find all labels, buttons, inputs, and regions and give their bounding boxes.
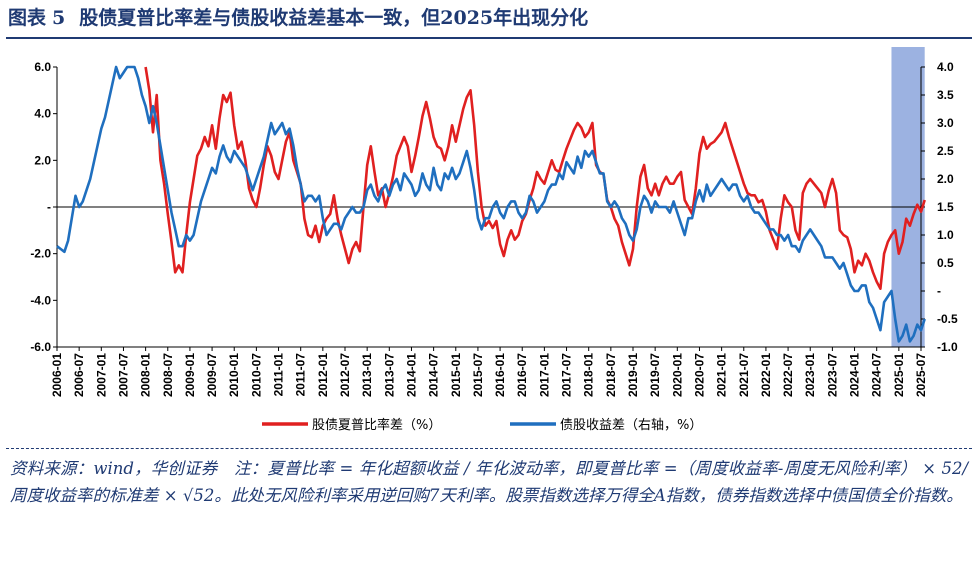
- right-tick-label: -0.5: [937, 312, 958, 326]
- chart-svg: 6.0 4.0 2.0 - -2.0 -4.0 -6.0 4.0 3.5 3.0 2.5 2.0 1.5…: [30, 47, 958, 433]
- x-tick-label: 2007-07: [116, 353, 130, 397]
- x-tick-label: 2025-01: [892, 353, 906, 397]
- x-tick-label: 2023-07: [825, 353, 839, 397]
- right-tick-label: 4.0: [937, 60, 954, 74]
- x-tick-label: 2016-07: [515, 353, 529, 397]
- x-tick-label: 2012-01: [316, 353, 330, 397]
- right-tick-label: 3.0: [937, 116, 954, 130]
- x-tick-label: 2016-01: [493, 353, 507, 397]
- x-tick-label: 2022-07: [781, 353, 795, 397]
- x-tick-label: 2019-01: [626, 353, 640, 397]
- right-tick-label: 1.0: [937, 228, 954, 242]
- x-tick-layer: 2006-01 2006-07 2007-01 2007-07 2008-01 2008-…: [50, 347, 928, 397]
- x-tick-label: 2009-01: [183, 353, 197, 397]
- x-tick-label: 2013-01: [360, 353, 374, 397]
- figure-title: 图表 5 股债夏普比率差与债股收益差基本一致，但2025年出现分化: [8, 4, 588, 32]
- x-tick-label: 2011-07: [294, 353, 308, 397]
- x-tick-label: 2006-07: [72, 353, 86, 397]
- left-tick-label: 2.0: [34, 153, 51, 167]
- legend-label-sharpe-diff: 股债夏普比率差（%）: [312, 417, 441, 433]
- x-tick-label: 2007-01: [94, 353, 108, 397]
- left-tick-label: 6.0: [34, 60, 51, 74]
- series-line-yield-diff: [56, 65, 926, 343]
- x-tick-label: 2025-07: [914, 353, 928, 397]
- x-tick-label: 2017-07: [560, 353, 574, 397]
- x-tick-label: 2008-01: [139, 353, 153, 397]
- left-tick-label: -2.0: [30, 247, 51, 261]
- x-tick-label: 2021-01: [715, 353, 729, 397]
- x-tick-label: 2020-01: [670, 353, 684, 397]
- right-tick-label: 3.5: [937, 88, 954, 102]
- x-tick-label: 2010-01: [227, 353, 241, 397]
- figure-title-text: 股债夏普比率差与债股收益差基本一致，但2025年出现分化: [79, 7, 589, 29]
- x-tick-label: 2012-07: [338, 353, 352, 397]
- x-tick-label: 2006-01: [50, 353, 64, 397]
- title-rule: [6, 37, 972, 39]
- right-tick-label: -: [937, 284, 941, 298]
- x-tick-label: 2017-01: [537, 353, 551, 397]
- left-tick-label: -6.0: [30, 340, 51, 354]
- x-tick-label: 2015-01: [449, 353, 463, 397]
- right-tick-label: -1.0: [937, 340, 958, 354]
- x-tick-label: 2009-07: [205, 353, 219, 397]
- x-tick-label: 2015-07: [471, 353, 485, 397]
- left-tick-label: -: [47, 200, 51, 214]
- legend: 股债夏普比率差（%） 债股收益差（右轴，%）: [262, 417, 702, 433]
- x-tick-label: 2010-07: [249, 353, 263, 397]
- figure-number: 5: [52, 7, 66, 29]
- x-tick-label: 2014-07: [427, 353, 441, 397]
- highlight-layer: [891, 47, 925, 347]
- figure-label: 图表: [8, 7, 47, 29]
- source-note: 资料来源：wind，华创证券 注：夏普比率 = 年化超额收益 / 年化波动率，即…: [10, 459, 968, 505]
- x-tick-label: 2020-07: [692, 353, 706, 397]
- x-tick-label: 2011-01: [272, 353, 286, 397]
- x-tick-label: 2021-07: [737, 353, 751, 397]
- note-rule: [6, 448, 972, 449]
- series-line-sharpe-diff: [144, 66, 926, 290]
- legend-label-yield-diff: 债股收益差（右轴，%）: [560, 418, 702, 433]
- right-tick-label: 2.0: [937, 172, 954, 186]
- x-tick-label: 2018-01: [582, 353, 596, 397]
- right-tick-label: 2.5: [937, 144, 954, 158]
- x-tick-label: 2013-07: [382, 353, 396, 397]
- x-tick-label: 2008-07: [161, 353, 175, 397]
- right-tick-label: 0.5: [937, 256, 954, 270]
- x-tick-label: 2014-01: [404, 353, 418, 397]
- x-tick-label: 2024-01: [848, 353, 862, 397]
- right-tick-label: 1.5: [937, 200, 954, 214]
- x-tick-label: 2024-07: [870, 353, 884, 397]
- x-tick-label: 2022-01: [759, 353, 773, 397]
- x-tick-label: 2019-07: [648, 353, 662, 397]
- left-tick-label: -4.0: [30, 293, 51, 307]
- highlight-band: [891, 47, 925, 347]
- x-tick-label: 2018-07: [604, 353, 618, 397]
- left-tick-label: 4.0: [34, 107, 51, 121]
- x-tick-label: 2023-01: [803, 353, 817, 397]
- chart-area: 6.0 4.0 2.0 - -2.0 -4.0 -6.0 4.0 3.5 3.0 2.5 2.0 1.5…: [0, 40, 978, 445]
- series-layer: [56, 65, 926, 343]
